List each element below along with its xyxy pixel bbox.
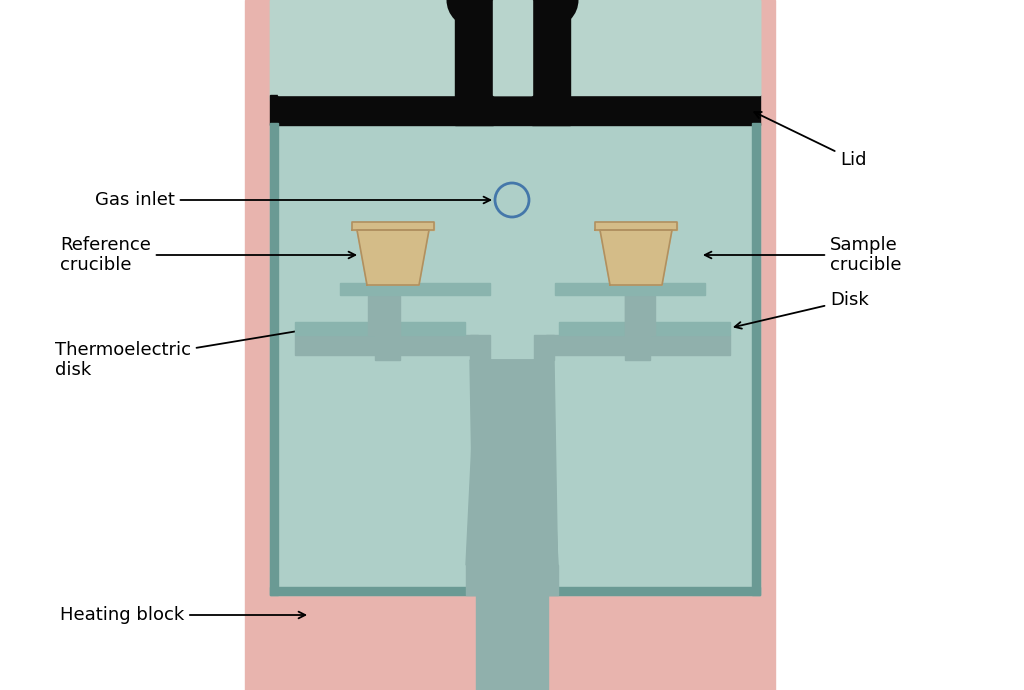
Polygon shape — [752, 123, 760, 595]
Polygon shape — [625, 285, 655, 335]
Polygon shape — [559, 322, 730, 335]
Polygon shape — [493, 0, 532, 95]
Polygon shape — [470, 360, 558, 595]
Polygon shape — [352, 222, 434, 230]
Text: Gas inlet: Gas inlet — [95, 191, 490, 209]
Text: Disk: Disk — [734, 291, 868, 328]
Text: Heating block: Heating block — [60, 606, 305, 624]
Polygon shape — [375, 290, 400, 360]
Polygon shape — [555, 283, 705, 295]
Text: Thermoelectric
disk: Thermoelectric disk — [55, 328, 305, 380]
Polygon shape — [595, 222, 677, 230]
Polygon shape — [270, 95, 760, 125]
Ellipse shape — [523, 0, 579, 28]
Polygon shape — [600, 230, 672, 285]
Polygon shape — [270, 0, 760, 100]
Polygon shape — [455, 0, 493, 125]
Polygon shape — [295, 335, 478, 355]
Polygon shape — [470, 335, 490, 360]
Polygon shape — [270, 123, 278, 595]
Polygon shape — [466, 360, 558, 565]
Text: Reference
crucible: Reference crucible — [60, 235, 355, 275]
Polygon shape — [546, 335, 730, 355]
Polygon shape — [532, 0, 570, 125]
Polygon shape — [270, 587, 760, 595]
Polygon shape — [270, 0, 760, 100]
Polygon shape — [534, 335, 554, 360]
Text: Lid: Lid — [755, 112, 866, 169]
Ellipse shape — [446, 0, 502, 28]
Polygon shape — [357, 230, 429, 285]
Polygon shape — [476, 590, 548, 690]
Polygon shape — [466, 565, 558, 595]
Polygon shape — [270, 123, 760, 595]
Polygon shape — [245, 0, 775, 690]
Text: Sample
crucible: Sample crucible — [705, 235, 901, 275]
Polygon shape — [340, 283, 490, 295]
Polygon shape — [295, 322, 465, 335]
Polygon shape — [368, 285, 398, 335]
Polygon shape — [278, 0, 760, 95]
Polygon shape — [625, 290, 650, 360]
